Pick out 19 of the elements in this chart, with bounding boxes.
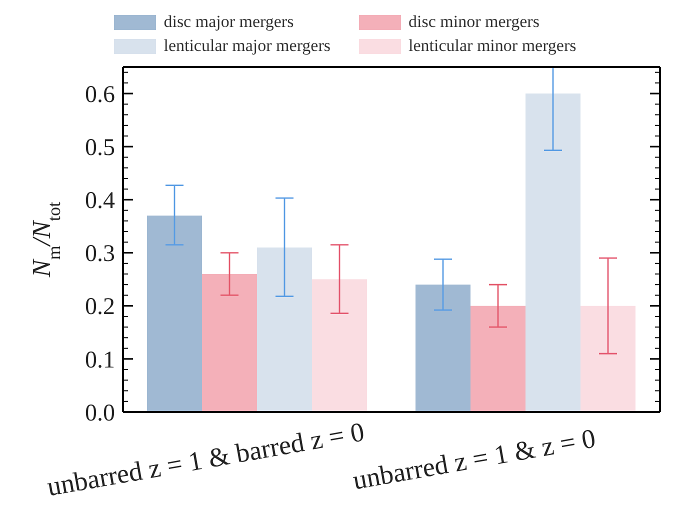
bar [526, 94, 580, 412]
bar [416, 284, 470, 412]
legend-label: disc minor mergers [408, 12, 540, 32]
y-tick-label: 0.0 [85, 400, 115, 426]
bar [580, 306, 636, 412]
y-tick-label: 0.5 [85, 135, 115, 162]
legend-label: disc major mergers [164, 12, 294, 32]
y-tick-label: 0.4 [85, 188, 115, 214]
bar [470, 306, 526, 412]
y-tick-label: 0.6 [85, 82, 115, 108]
legend-label: lenticular minor mergers [408, 36, 576, 56]
bar [257, 247, 312, 412]
legend-label: lenticular major mergers [164, 36, 331, 56]
y-tick-label: 0.2 [85, 294, 115, 320]
y-tick-label: 0.1 [85, 347, 115, 374]
bar [147, 216, 202, 412]
bar [202, 274, 257, 412]
bar [312, 279, 367, 412]
y-tick-label: 0.3 [85, 241, 115, 268]
